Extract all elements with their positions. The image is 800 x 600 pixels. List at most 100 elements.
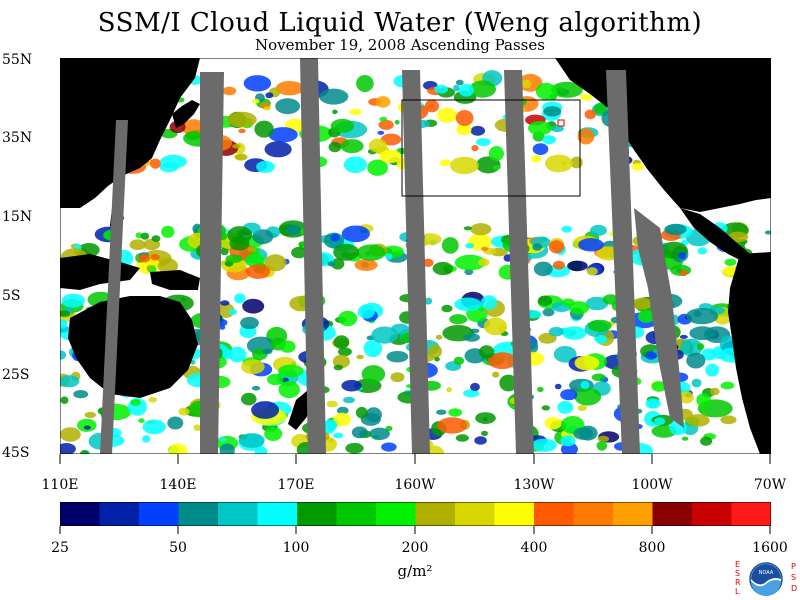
swath-gaps	[100, 58, 684, 454]
colorbar	[60, 502, 771, 526]
cloud-patch	[333, 432, 344, 439]
cloud-patch	[548, 326, 564, 337]
cloud-patch	[371, 326, 398, 344]
noaa-logo: E S R L P S D NOAA	[735, 560, 797, 596]
cloud-patch	[160, 154, 187, 169]
cloud-patch	[241, 392, 257, 406]
cloud-patch	[453, 356, 465, 365]
cloud-patch	[291, 246, 307, 259]
cloud-patch	[385, 253, 393, 260]
cloud-patch	[185, 130, 202, 141]
colorbar-label-50: 50	[169, 540, 187, 556]
swath-gap-5	[504, 70, 534, 454]
colorbar-swatch	[178, 502, 219, 526]
cloud-patch	[455, 110, 474, 126]
cloud-patch	[178, 407, 190, 416]
japan-landmass	[172, 100, 200, 128]
cloud-patch	[168, 443, 188, 454]
cloud-patch	[246, 264, 271, 279]
map-subtitle: November 19, 2008 Ascending Passes	[255, 36, 545, 54]
cloud-patch	[337, 347, 352, 357]
cloud-patch	[435, 334, 443, 340]
cloud-patch	[150, 158, 161, 169]
cloud-patch	[193, 424, 202, 431]
cloud-patch	[77, 418, 97, 432]
lat-label-25s: 25S	[2, 367, 30, 383]
cloud-patch	[245, 253, 265, 268]
cloud-patch	[73, 390, 89, 399]
cloud-patch	[483, 317, 507, 336]
cloud-patch	[333, 335, 350, 349]
cloud-patch	[330, 233, 340, 242]
cloud-patch	[219, 324, 226, 330]
cloud-patch	[333, 243, 359, 261]
cloud-patch	[458, 83, 474, 97]
cloud-patch	[367, 159, 388, 176]
cloud-patch	[453, 84, 460, 92]
cloud-patch	[345, 442, 364, 454]
swath-gap-4	[402, 70, 430, 454]
cloud-patch	[482, 417, 488, 422]
colorbar-swatch	[336, 502, 377, 526]
cloud-patch	[499, 374, 518, 392]
cloud-patch	[422, 258, 434, 267]
lat-label-35n: 35N	[2, 130, 33, 146]
cloud-patch	[574, 387, 602, 406]
cloud-patch	[481, 430, 488, 436]
cloud-patch	[349, 108, 362, 116]
cloud-patch	[680, 338, 703, 357]
cloud-patch	[219, 443, 235, 454]
cloud-patch	[591, 373, 606, 382]
cloud-patch	[148, 397, 158, 403]
cloud-patch	[562, 326, 587, 340]
cloud-patch	[219, 300, 230, 306]
cloud-patch	[298, 241, 305, 247]
cloud-patch	[327, 261, 336, 267]
cloud-patch	[554, 383, 562, 390]
cloud-patch	[764, 230, 771, 235]
colorbar-swatch	[692, 502, 732, 526]
cloud-patch	[492, 371, 500, 378]
cloud-patch	[544, 416, 562, 430]
cloud-patch	[363, 339, 383, 358]
cloud-patch	[341, 225, 370, 243]
cloud-patch	[455, 79, 464, 86]
cloud-patch	[264, 254, 287, 272]
colorbar-swatch	[297, 502, 337, 526]
cloud-patch	[379, 116, 388, 122]
cloud-patch	[167, 416, 184, 430]
south-america-landmass	[728, 252, 771, 454]
cloud-patch	[161, 225, 175, 238]
cloud-patch	[573, 427, 594, 440]
cloud-patch	[557, 400, 574, 414]
cloud-patch	[437, 107, 457, 123]
cloud-patch	[471, 144, 479, 152]
colorbar-ticks	[59, 526, 771, 534]
cloud-patch	[531, 155, 542, 163]
cloud-patch	[481, 246, 489, 252]
colorbar-swatch	[415, 502, 456, 526]
cloud-patch	[80, 450, 89, 454]
cloud-patch	[138, 254, 151, 263]
asia-landmass	[60, 58, 200, 208]
cloud-patch	[470, 223, 492, 236]
cloud-patch	[720, 415, 737, 425]
cloud-patch	[424, 99, 440, 113]
cloud-patch	[228, 346, 247, 363]
cloud-patch	[240, 316, 259, 330]
cloud-patch	[355, 406, 368, 419]
cloud-patch	[469, 80, 496, 98]
cloud-patch	[691, 378, 702, 388]
cloud-patch	[157, 258, 178, 274]
cloud-patch	[146, 265, 153, 271]
cloud-patch	[545, 154, 573, 173]
cloud-patch	[541, 405, 550, 411]
cloud-patch	[251, 385, 261, 391]
cloud-patch	[219, 437, 227, 442]
cloud-patch	[425, 445, 445, 454]
cloud-patch	[561, 161, 568, 166]
cloud-patch	[448, 408, 463, 417]
cloud-patch	[390, 372, 405, 383]
cloud-patch	[278, 381, 300, 399]
cloud-patch	[330, 118, 354, 133]
